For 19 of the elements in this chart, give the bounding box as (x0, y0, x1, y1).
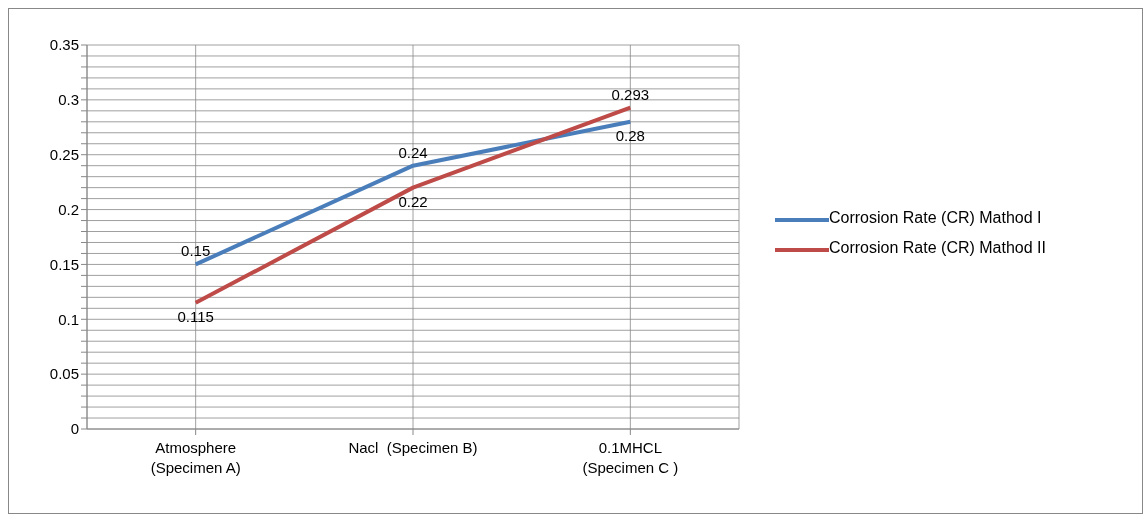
legend-label: Corrosion Rate (CR) Mathod II (829, 239, 1047, 257)
y-tick-label: 0.2 (58, 200, 79, 218)
x-tick-label: 0.1MHCL (Specimen C ) (582, 439, 679, 476)
x-tick-label: Atmosphere (Specimen A) (150, 439, 241, 476)
data-label: 0.28 (615, 126, 645, 144)
y-tick-label: 0.3 (58, 91, 79, 109)
data-label: 0.115 (177, 307, 214, 325)
data-label: 0.293 (611, 85, 650, 103)
data-label: 0.24 (398, 143, 428, 161)
data-label: 0.15 (181, 242, 211, 260)
y-tick-label: 0.35 (49, 36, 79, 54)
legend-label: Corrosion Rate (CR) Mathod I (829, 209, 1043, 227)
y-tick-label: 0.1 (58, 310, 79, 328)
x-tick-label: Nacl (Specimen B) (348, 439, 478, 456)
y-tick-label: 0 (70, 420, 79, 438)
y-tick-label: 0.25 (49, 146, 79, 164)
data-label: 0.22 (398, 192, 428, 210)
y-tick-label: 0.05 (49, 365, 79, 383)
y-tick-label: 0.15 (49, 255, 79, 273)
